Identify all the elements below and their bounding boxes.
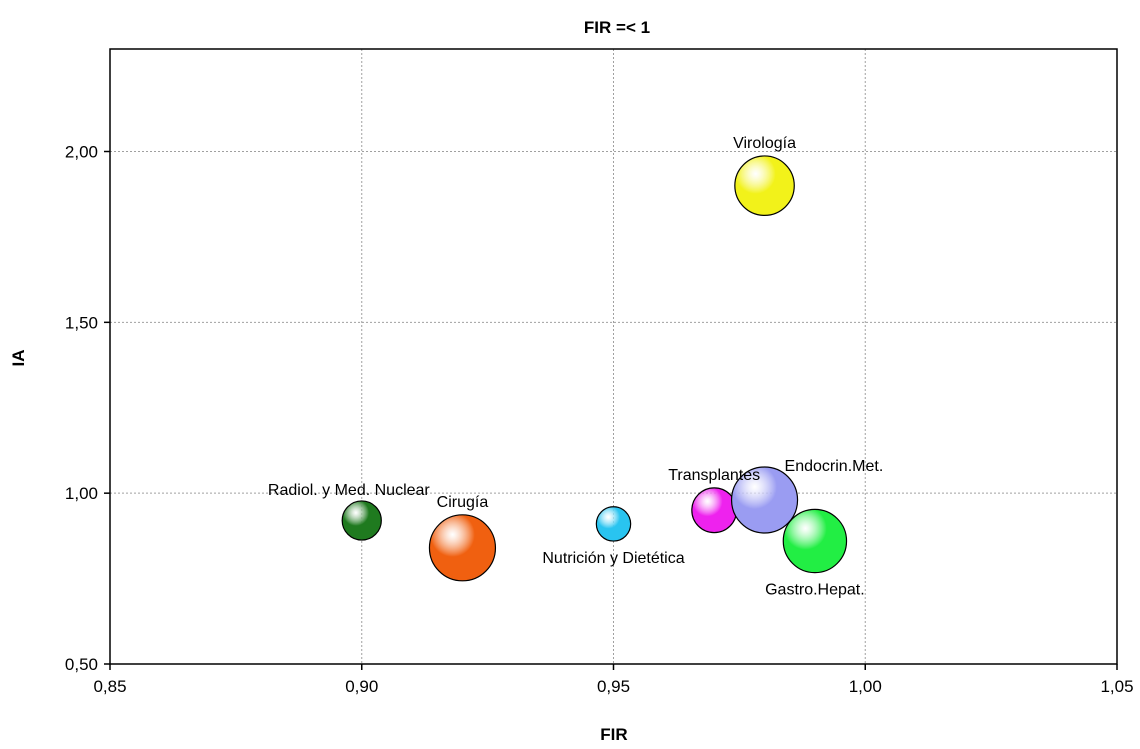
x-tick-label: 1,00 (849, 677, 882, 696)
bubble-label: Gastro.Hepat. (765, 582, 865, 599)
bubble-point (428, 514, 497, 582)
grid (110, 49, 1117, 664)
chart-title: FIR =< 1 (584, 18, 650, 37)
bubble-labels: Radiol. y Med. Nuclear Cirugía Nutrición y… (268, 135, 883, 599)
bubble-label: Cirugía (437, 494, 489, 511)
bubble-label: Nutrición y Dietética (542, 550, 684, 567)
y-axis-label: IA (9, 350, 28, 367)
y-tick-label: 1,50 (65, 313, 98, 332)
bubble-point (734, 155, 795, 216)
bubble-point (595, 506, 632, 542)
bubble-label: Virología (733, 135, 796, 152)
x-axis-label: FIR (600, 725, 627, 744)
bubble-label: Radiol. y Med. Nuclear (268, 482, 431, 499)
bubbles (341, 155, 848, 582)
bubble-point (341, 500, 382, 541)
bubble-point (782, 508, 848, 574)
y-tick-label: 1,00 (65, 484, 98, 503)
y-tick-label: 2,00 (65, 143, 98, 162)
x-tick-label: 0,90 (345, 677, 378, 696)
bubble-point (691, 487, 738, 534)
bubble-label: Transplantes (668, 467, 760, 484)
x-tick-label: 0,95 (597, 677, 630, 696)
x-tick-label: 1,05 (1100, 677, 1133, 696)
bubble-point (730, 466, 799, 534)
x-tick-label: 0,85 (93, 677, 126, 696)
y-tick-label: 0,50 (65, 655, 98, 674)
bubble-label: Endocrin.Met. (785, 458, 884, 475)
axis-ticks: 0,85 0,90 0,95 1,00 1,05 0,50 1,00 1,50 2,00 (65, 143, 1134, 697)
